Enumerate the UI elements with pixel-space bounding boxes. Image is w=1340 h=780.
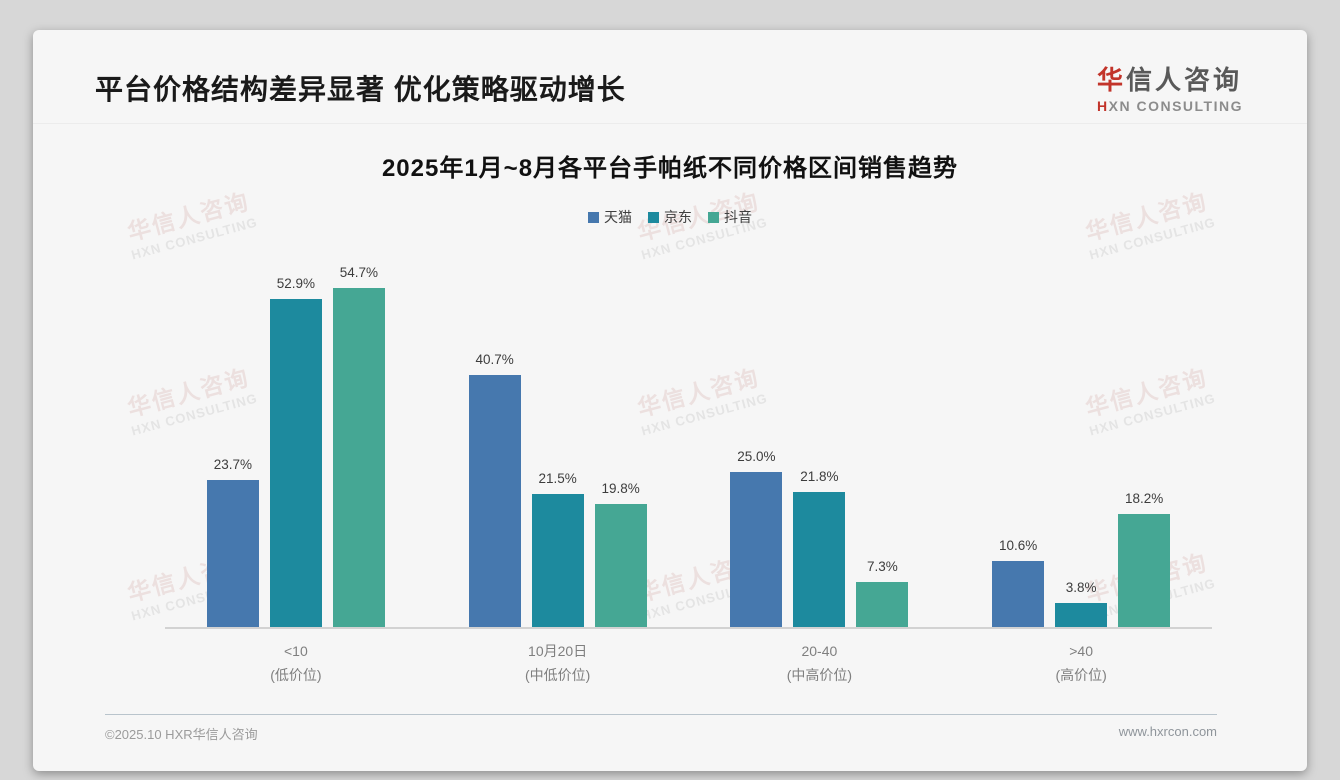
bar-抖音: 7.3%: [856, 559, 909, 627]
bar-group: 10.6% 3.8% 18.2%: [950, 257, 1212, 627]
chart-title: 2025年1月~8月各平台手帕纸不同价格区间销售趋势: [381, 155, 959, 182]
legend-item-京东: 京东: [648, 209, 692, 225]
bar-抖音: 19.8%: [594, 481, 647, 627]
copyright-text: ©2025.10 HXR华信人咨询: [105, 727, 258, 742]
x-axis-label-range: >40: [1069, 643, 1093, 659]
bar-group: 23.7% 52.9% 54.7%: [165, 257, 427, 627]
bar-天猫: 10.6%: [992, 538, 1045, 627]
data-label: 23.7%: [213, 457, 253, 473]
data-label: 21.8%: [800, 468, 839, 484]
x-axis-label: >40 (高价位): [950, 639, 1212, 687]
logo-en-rest: XN CONSULTING: [1108, 98, 1243, 114]
x-axis-label-tier: (低价位): [270, 667, 322, 683]
bar-京东: 21.8%: [793, 469, 846, 627]
bar-plot: 23.7% 52.9% 54.7% 40.7% 21.5% 19.8% 25.0% 21.8%…: [165, 257, 1212, 629]
bar-京东: 21.5%: [531, 471, 584, 627]
legend-label: 天猫: [604, 209, 632, 225]
x-axis-label-range: 20-40: [801, 643, 838, 659]
bar-京东: 3.8%: [1055, 580, 1108, 627]
x-axis-label: 20-40 (中高价位): [689, 639, 951, 687]
bar-天猫: 25.0%: [730, 449, 783, 627]
slide-footer: ©2025.10 HXR华信人咨询 www.hxrcon.com: [105, 714, 1217, 743]
slide-card: 华信人咨询 HXN CONSULTING 华信人咨询 HXN CONSULTING 华信…: [33, 30, 1307, 771]
data-label: 3.8%: [1065, 580, 1097, 596]
logo-chinese-text: 华信人咨询: [1097, 60, 1243, 97]
logo-en-accent: H: [1097, 98, 1109, 114]
x-axis-label-range: <10: [284, 643, 308, 659]
data-label: 10.6%: [998, 538, 1038, 554]
logo-english-text: HXN CONSULTING: [1097, 98, 1243, 114]
x-axis-label-tier: (中高价位): [786, 667, 853, 683]
x-axis-label-tier: (高价位): [1055, 667, 1107, 683]
logo-cn-accent: 华: [1097, 65, 1127, 95]
bar-天猫: 23.7%: [206, 457, 259, 627]
bar-抖音: 54.7%: [332, 265, 385, 627]
x-axis-label: 10月20日 (中低价位): [427, 639, 689, 687]
legend-label: 抖音: [724, 209, 752, 225]
x-axis-label-tier: (中低价位): [524, 667, 591, 683]
company-logo: 华信人咨询 HXN CONSULTING: [1097, 60, 1243, 114]
bar-抖音: 18.2%: [1118, 491, 1171, 627]
bar-京东: 52.9%: [269, 276, 322, 627]
bar-天猫: 40.7%: [468, 352, 521, 627]
legend-swatch: [708, 211, 719, 223]
logo-cn-rest: 信人咨询: [1126, 65, 1243, 95]
data-label: 40.7%: [475, 351, 514, 367]
x-axis-labels: <10 (低价位) 10月20日 (中低价位) 20-40 (中高价位) >40 (高价位): [165, 629, 1212, 687]
legend-label: 京东: [664, 209, 692, 225]
website-url: www.hxrcon.com: [1118, 724, 1217, 739]
legend-swatch: [648, 211, 659, 223]
data-label: 7.3%: [866, 558, 898, 574]
chart-area: 2025年1月~8月各平台手帕纸不同价格区间销售趋势 天猫 京东 抖音 23.7% 5…: [33, 148, 1307, 687]
data-label: 18.2%: [1124, 491, 1164, 507]
data-label: 21.5%: [538, 470, 577, 486]
x-axis-label: <10 (低价位): [165, 639, 427, 687]
bar-group: 40.7% 21.5% 19.8%: [427, 257, 689, 627]
page-title: 平台价格结构差异显著 优化策略驱动增长: [95, 74, 626, 105]
legend-swatch: [588, 211, 599, 223]
data-label: 52.9%: [276, 276, 316, 291]
legend-item-抖音: 抖音: [708, 209, 752, 225]
legend-item-天猫: 天猫: [588, 209, 632, 225]
data-label: 25.0%: [737, 449, 776, 464]
slide-header: 平台价格结构差异显著 优化策略驱动增长 华信人咨询 HXN CONSULTING: [33, 30, 1307, 124]
chart-legend: 天猫 京东 抖音: [33, 209, 1307, 225]
bar-group: 25.0% 21.8% 7.3%: [689, 257, 951, 627]
x-axis-label-range: 10月20日: [528, 643, 588, 659]
data-label: 19.8%: [601, 481, 640, 497]
data-label: 54.7%: [339, 264, 379, 280]
